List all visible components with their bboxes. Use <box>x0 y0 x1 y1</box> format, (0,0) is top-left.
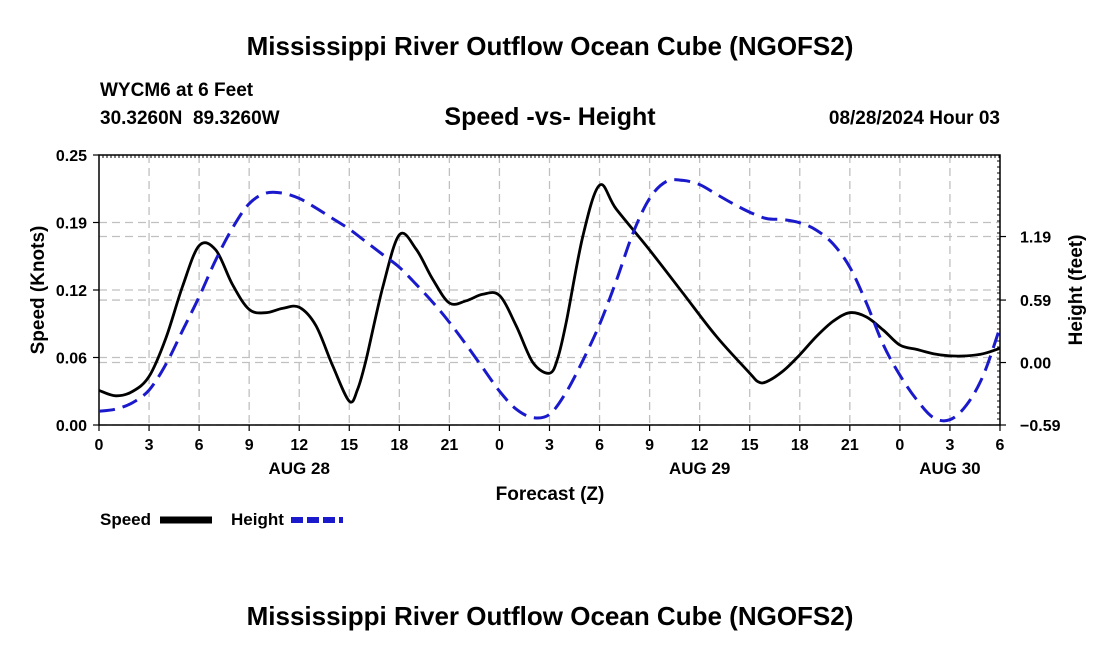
x-axis-label: Forecast (Z) <box>496 484 605 505</box>
x-tick-label: 21 <box>841 437 859 454</box>
x-tick-label: 0 <box>95 437 104 454</box>
y-tick-label: 0.19 <box>56 216 87 233</box>
speed-series-line <box>98 183 1001 404</box>
x-tick-label: 3 <box>145 437 154 454</box>
y-tick-label: 0.12 <box>56 283 87 300</box>
legend-height-label: Height <box>231 510 284 529</box>
page-title: Mississippi River Outflow Ocean Cube (NG… <box>247 31 854 61</box>
plot-frame-dotted-edges <box>98 154 1000 426</box>
x-tick-label: 18 <box>390 437 408 454</box>
x-tick-label: 0 <box>895 437 904 454</box>
footer-title: Mississippi River Outflow Ocean Cube (NG… <box>247 601 854 631</box>
legend-speed-label: Speed <box>100 510 151 529</box>
day-label: AUG 28 <box>269 459 330 478</box>
day-labels: AUG 28 AUG 29 AUG 30 <box>269 459 981 478</box>
x-tick-labels: 0 3 6 9 12 15 18 21 0 3 6 9 12 15 18 21 0 3 6 <box>95 437 1005 454</box>
x-tick-label: 9 <box>245 437 254 454</box>
station-label: WYCM6 at 6 Feet <box>100 80 254 101</box>
y2-tick-label: 1.19 <box>1020 230 1051 247</box>
x-tick-label: 6 <box>595 437 604 454</box>
x-tick-label: 15 <box>340 437 358 454</box>
y2-tick-label: 0.59 <box>1020 293 1051 310</box>
y2-axis-label: Height (feet) <box>1066 235 1087 346</box>
x-tick-label: 21 <box>440 437 458 454</box>
x-tick-label: 6 <box>996 437 1005 454</box>
y-tick-label: 0.00 <box>56 418 87 435</box>
day-label: AUG 30 <box>919 459 980 478</box>
datetime-label: 08/28/2024 Hour 03 <box>829 108 1000 129</box>
axis-ticks <box>93 154 1006 431</box>
x-tick-label: 12 <box>691 437 709 454</box>
legend: Speed Height <box>100 510 343 529</box>
x-tick-label: 18 <box>791 437 809 454</box>
height-series-line <box>98 178 1002 423</box>
y-tick-labels: 0.00 0.06 0.12 0.19 0.25 <box>56 148 87 435</box>
y-tick-label: 0.25 <box>56 148 87 165</box>
x-tick-label: 0 <box>495 437 504 454</box>
coordinates-label: 30.3260N 89.3260W <box>100 108 280 129</box>
x-tick-label: 3 <box>545 437 554 454</box>
y2-tick-label: 0.00 <box>1020 356 1051 373</box>
y-tick-label: 0.06 <box>56 351 87 368</box>
y-axis-label: Speed (Knots) <box>28 226 49 355</box>
day-label: AUG 29 <box>669 459 730 478</box>
x-tick-label: 9 <box>645 437 654 454</box>
x-tick-label: 6 <box>195 437 204 454</box>
y2-tick-label: −0.59 <box>1020 418 1061 435</box>
y2-tick-labels: −0.59 0.00 0.59 1.19 <box>1020 230 1061 435</box>
x-tick-label: 15 <box>741 437 759 454</box>
x-tick-label: 12 <box>290 437 308 454</box>
series-lines <box>98 178 1002 423</box>
chart-title: Speed -vs- Height <box>444 103 656 131</box>
x-tick-label: 3 <box>945 437 954 454</box>
